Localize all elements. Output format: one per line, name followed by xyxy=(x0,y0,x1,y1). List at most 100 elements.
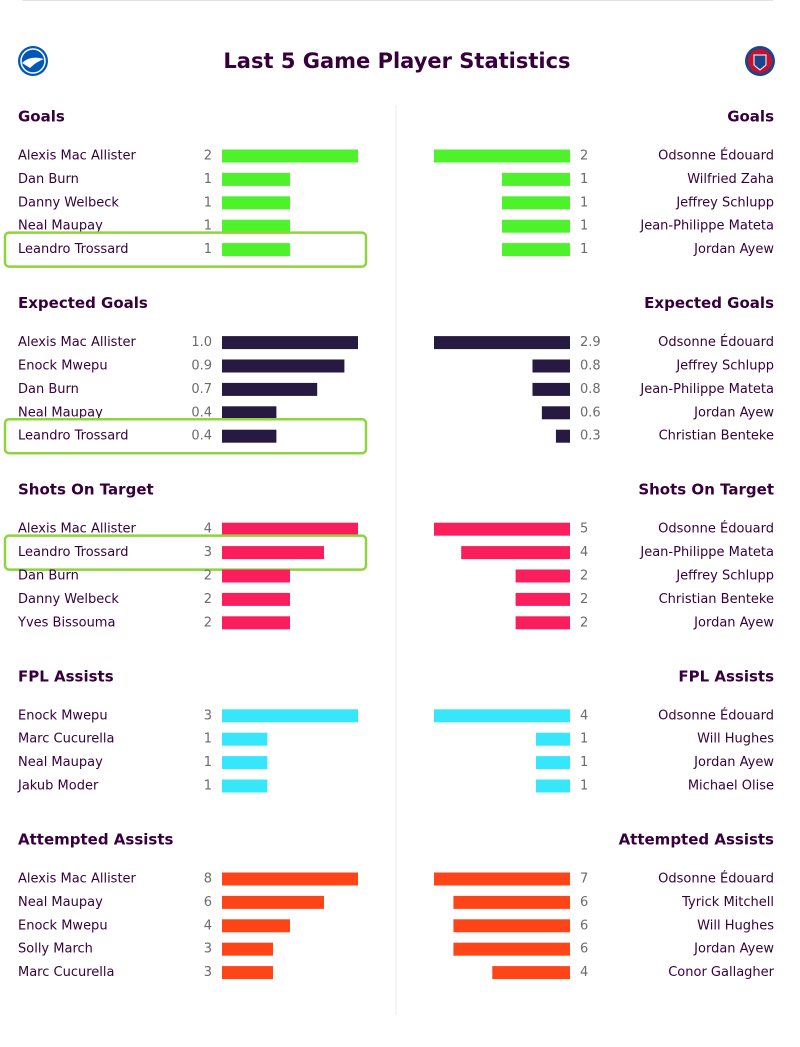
player-name: Alexis Mac Allister xyxy=(18,872,137,887)
section-title: FPL Assists xyxy=(678,667,774,685)
player-name: Odsonne Édouard xyxy=(658,871,774,887)
stat-value: 6 xyxy=(204,895,212,910)
stat-bar xyxy=(453,919,570,933)
player-name: Odsonne Édouard xyxy=(658,521,774,537)
stat-value: 1 xyxy=(204,172,212,187)
highlight-box xyxy=(3,534,368,571)
page-title: Last 5 Game Player Statistics xyxy=(223,49,570,73)
stat-bar xyxy=(461,546,570,560)
stat-bar xyxy=(222,336,358,350)
stat-value: 2 xyxy=(580,569,588,584)
stat-bar xyxy=(492,966,570,980)
stat-value: 4 xyxy=(580,545,588,560)
section-title: Expected Goals xyxy=(18,294,148,312)
player-name: Enock Mwepu xyxy=(18,708,108,723)
stat-value: 1.0 xyxy=(191,335,212,350)
player-name: Leandro Trossard xyxy=(18,429,129,444)
stat-bar xyxy=(222,546,324,560)
player-name: Jordan Ayew xyxy=(693,615,774,630)
stat-bar xyxy=(222,219,290,233)
section-title: Attempted Assists xyxy=(18,831,173,849)
player-name: Will Hughes xyxy=(697,732,774,747)
stat-bar xyxy=(541,406,570,420)
player-name: Yves Bissouma xyxy=(17,615,115,630)
stat-bar xyxy=(536,756,570,770)
player-name: Jean-Philippe Mateta xyxy=(639,382,774,397)
player-name: Leandro Trossard xyxy=(18,242,129,257)
stat-bar xyxy=(532,359,570,373)
stat-value: 0.4 xyxy=(191,405,212,420)
stat-value: 3 xyxy=(204,942,212,957)
player-name: Jeffrey Schlupp xyxy=(675,359,774,374)
stat-value: 5 xyxy=(580,522,588,537)
stat-bar xyxy=(222,243,290,257)
stat-bar xyxy=(222,616,290,630)
stat-bar xyxy=(434,872,570,886)
stat-bar xyxy=(222,522,358,536)
player-name: Neal Maupay xyxy=(18,219,103,234)
stat-value: 2 xyxy=(580,149,588,164)
stat-value: 3 xyxy=(204,708,212,723)
stat-bar xyxy=(222,732,268,746)
stat-bar xyxy=(222,942,273,956)
stat-value: 4 xyxy=(204,522,212,537)
stat-bar xyxy=(222,359,345,373)
stat-bar xyxy=(222,709,358,723)
highlight-box xyxy=(3,231,368,268)
stat-value: 1 xyxy=(580,779,588,794)
stat-bar xyxy=(502,172,570,186)
player-name: Leandro Trossard xyxy=(18,545,129,560)
stat-value: 3 xyxy=(204,545,212,560)
stat-bar xyxy=(555,429,570,443)
stat-bar xyxy=(222,429,277,443)
stat-bar xyxy=(222,966,273,980)
stat-bar xyxy=(222,592,290,606)
player-name: Odsonne Édouard xyxy=(658,148,774,164)
player-name: Enock Mwepu xyxy=(18,918,108,933)
stat-bar xyxy=(222,895,324,909)
player-name: Odsonne Édouard xyxy=(658,334,774,350)
stat-value: 2 xyxy=(580,615,588,630)
player-name: Tyrick Mitchell xyxy=(681,895,774,910)
section-title: Goals xyxy=(18,108,65,126)
player-name: Jeffrey Schlupp xyxy=(675,195,774,210)
player-name: Neal Maupay xyxy=(18,755,103,770)
stat-value: 2 xyxy=(204,149,212,164)
stat-bar xyxy=(515,592,570,606)
player-name: Jordan Ayew xyxy=(693,942,774,957)
section-title: FPL Assists xyxy=(18,667,114,685)
highlight-box xyxy=(3,417,368,455)
stat-bar xyxy=(453,895,570,909)
stat-value: 0.8 xyxy=(580,382,601,397)
stat-value: 4 xyxy=(580,708,588,723)
stat-value: 0.9 xyxy=(191,359,212,374)
stat-value: 0.6 xyxy=(580,405,601,420)
stat-bar xyxy=(222,569,290,583)
stat-value: 1 xyxy=(204,219,212,234)
stat-bar xyxy=(434,336,570,350)
section-title: Expected Goals xyxy=(644,294,774,312)
player-name: Dan Burn xyxy=(18,172,79,187)
player-name: Jean-Philippe Mateta xyxy=(639,545,774,560)
stat-value: 1 xyxy=(580,172,588,187)
stat-value: 1 xyxy=(204,195,212,210)
stat-value: 0.8 xyxy=(580,359,601,374)
stat-value: 6 xyxy=(580,918,588,933)
stat-value: 2.9 xyxy=(580,335,601,350)
stat-value: 2 xyxy=(204,615,212,630)
stat-bar xyxy=(536,779,570,793)
section-title: Shots On Target xyxy=(18,481,154,499)
player-name: Marc Cucurella xyxy=(18,965,114,980)
section-title: Shots On Target xyxy=(638,481,774,499)
stat-value: 1 xyxy=(580,242,588,257)
stat-bar xyxy=(222,756,268,770)
stat-value: 1 xyxy=(204,732,212,747)
stat-value: 1 xyxy=(204,242,212,257)
stat-value: 6 xyxy=(580,895,588,910)
player-name: Jordan Ayew xyxy=(693,755,774,770)
player-name: Dan Burn xyxy=(18,569,79,584)
stat-bar xyxy=(222,406,277,420)
player-name: Odsonne Édouard xyxy=(658,707,774,723)
